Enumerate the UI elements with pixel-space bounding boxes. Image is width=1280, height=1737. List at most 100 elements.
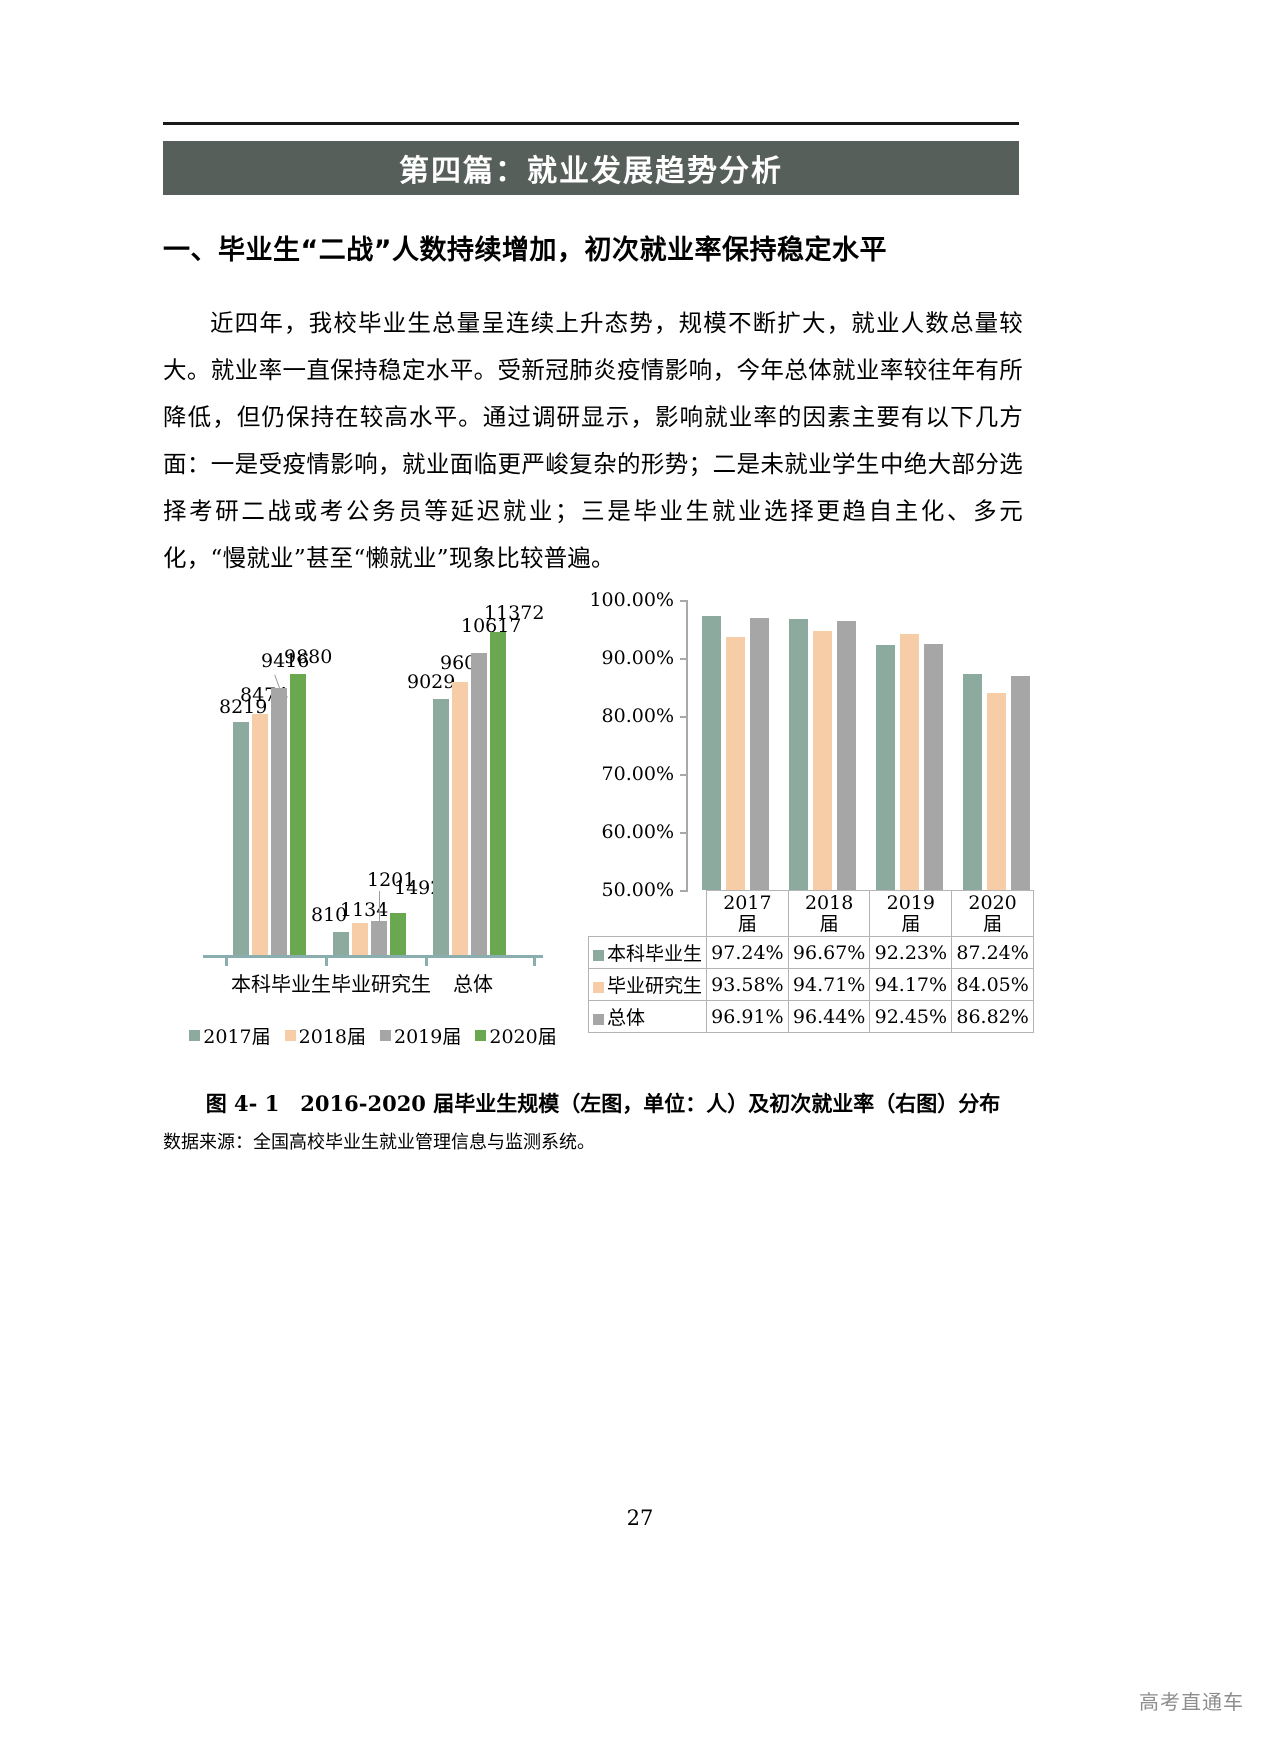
bar-group <box>876 600 943 890</box>
bar <box>333 932 349 955</box>
legend-label: 2020届 <box>489 1026 557 1048</box>
chart-graduate-scale: 8219 8474 9416 9880 810 1134 1201 1492 9029 9608 1… <box>173 590 557 1060</box>
bar <box>252 714 268 955</box>
y-axis-tick <box>680 600 688 602</box>
y-axis-tick-label: 80.00% <box>601 705 674 727</box>
legend-item[interactable]: 2019届 <box>380 1022 461 1049</box>
body-paragraph: 近四年，我校毕业生总量呈连续上升态势，规模不断扩大，就业人数总量较大。就业率一直… <box>163 309 1023 572</box>
bar <box>471 653 487 955</box>
table-cell: 87.24% <box>951 936 1034 970</box>
bar <box>876 645 895 890</box>
column-header-line: 届 <box>983 912 1003 935</box>
y-axis-tick <box>680 658 688 660</box>
x-axis-tick <box>325 958 328 966</box>
bar <box>702 616 721 890</box>
bar <box>924 643 943 890</box>
table-row: 毕业研究生 93.58% 94.71% 94.17% 84.05% <box>587 968 1034 1002</box>
bar <box>789 619 808 890</box>
bar <box>750 617 769 890</box>
table-column-header: 2020 届 <box>951 889 1034 938</box>
legend-swatch-icon <box>593 1013 604 1025</box>
legend-swatch-icon <box>475 1030 487 1041</box>
legend-item[interactable]: 2017届 <box>189 1022 271 1049</box>
bar <box>490 632 506 955</box>
table-cell: 94.17% <box>869 968 953 1002</box>
bar <box>452 682 468 955</box>
figure-source-note: 数据来源：全国高校毕业生就业管理信息与监测系统。 <box>163 1132 595 1153</box>
bar <box>433 698 449 955</box>
series-name: 本科毕业生 <box>607 943 703 966</box>
legend-swatch-icon <box>593 981 604 993</box>
page-number: 27 <box>626 1506 654 1530</box>
legend-item[interactable]: 2020届 <box>475 1022 557 1049</box>
chart-employment-rate: 100.00% 90.00% 80.00% 70.00% 60.00% 50.00% 20… <box>587 589 1043 1060</box>
bar-group <box>963 600 1030 890</box>
bar-group: 810 1134 1201 1492 <box>311 600 442 955</box>
table-cell: 97.24% <box>706 936 789 970</box>
column-header-line: 届 <box>819 912 839 935</box>
watermark: 高考直通车 <box>1139 1690 1244 1714</box>
y-axis-tick-label: 90.00% <box>601 647 674 669</box>
x-category-label: 总体 <box>453 972 493 996</box>
bar-value-label: 1134 <box>340 898 389 921</box>
bar-value-label: 9029 <box>407 670 456 693</box>
legend-swatch-icon <box>189 1030 201 1041</box>
y-axis-tick-label: 60.00% <box>601 821 674 843</box>
chart-data-table: 2017 届 2018 届 2019 届 2020 届本科毕业生 97.24% 96.67% 92.… <box>587 889 1034 1034</box>
bar-value-label: 11372 <box>484 602 545 625</box>
table-row-label: 毕业研究生 <box>587 968 708 1002</box>
table-row-label: 总体 <box>587 1000 708 1034</box>
bar-value-label: 1201 <box>367 868 416 891</box>
legend-swatch-icon <box>284 1030 296 1041</box>
table-column-header: 2017 届 <box>706 889 789 938</box>
y-axis-tick <box>680 774 688 776</box>
x-axis-tick <box>533 958 536 966</box>
y-axis-tick <box>680 832 688 834</box>
bar <box>352 922 368 955</box>
y-axis-tick-label: 70.00% <box>601 763 674 785</box>
bar <box>390 912 406 955</box>
bar <box>1011 676 1030 890</box>
bar-group <box>789 600 856 890</box>
bar <box>371 920 387 955</box>
bar-value-label: 10617 <box>461 615 522 638</box>
column-header-line: 届 <box>901 912 921 935</box>
chart-x-categories: 本科毕业生 毕业研究生 总体 <box>193 968 553 998</box>
x-axis-tick <box>425 958 428 966</box>
table-cell: 96.67% <box>787 936 871 970</box>
page-title: 一、毕业生“二战”人数持续增加，初次就业率保持稳定水平 <box>163 235 887 266</box>
chart-x-axis <box>203 955 543 966</box>
table-cell: 86.82% <box>951 1000 1034 1034</box>
bar <box>963 674 982 890</box>
bar <box>813 630 832 890</box>
column-header-line: 2017 <box>723 892 772 914</box>
y-axis-tick <box>680 716 688 718</box>
bar <box>900 633 919 890</box>
chart-y-axis-labels: 100.00% 90.00% 80.00% 70.00% 60.00% 50.00% <box>588 589 680 901</box>
y-axis-tick-label: 100.00% <box>589 589 674 611</box>
table-row: 本科毕业生 97.24% 96.67% 92.23% 87.24% <box>587 936 1034 970</box>
column-header-line: 届 <box>737 912 757 935</box>
table-cell: 96.44% <box>787 1000 871 1034</box>
table-column-header: 2018 届 <box>787 889 871 938</box>
table-row-label: 本科毕业生 <box>587 936 708 970</box>
section-banner: 第四篇：就业发展趋势分析 <box>163 141 1019 195</box>
bar <box>271 687 287 955</box>
column-header-line: 2020 <box>968 892 1017 914</box>
bar-group: 9029 9608 10617 11372 <box>407 600 544 955</box>
table-corner-cell <box>589 891 707 937</box>
table-cell: 92.23% <box>869 936 953 970</box>
x-category-label: 本科毕业生 <box>231 972 331 996</box>
label-leader-line <box>379 890 380 921</box>
table-cell: 94.71% <box>787 968 871 1002</box>
chart-legend: 2017届 2018届 2019届 2020届 <box>183 1022 563 1049</box>
bar <box>837 620 856 890</box>
bar <box>726 637 745 890</box>
table-header-row: 2017 届 2018 届 2019 届 2020 届 <box>589 889 1034 938</box>
header-rule <box>163 122 1019 125</box>
bar <box>233 721 249 955</box>
chart-plot-area-right <box>680 600 1036 892</box>
chart-plot-area: 8219 8474 9416 9880 810 1134 1201 1492 9029 9608 1… <box>203 600 544 955</box>
legend-item[interactable]: 2018届 <box>284 1022 366 1049</box>
